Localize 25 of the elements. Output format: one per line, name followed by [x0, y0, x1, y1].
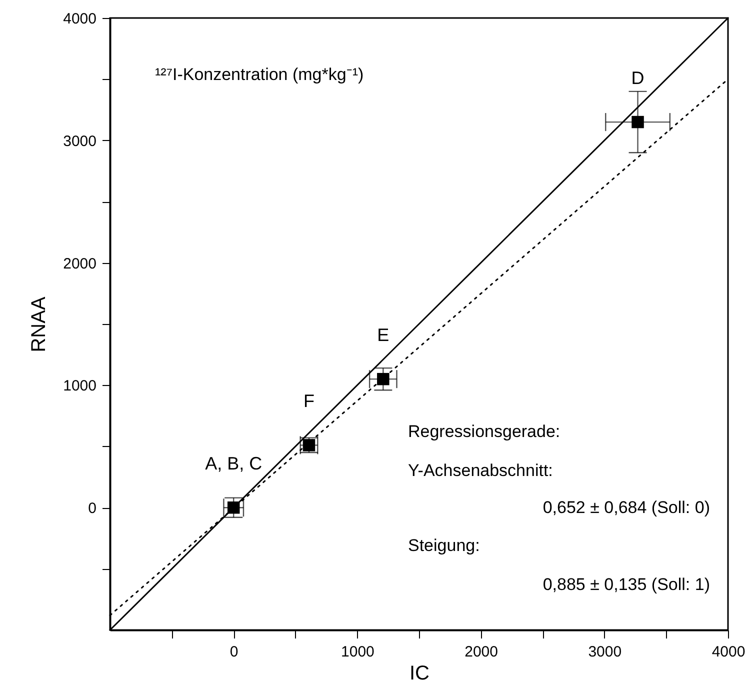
annotation: D: [631, 68, 644, 88]
annotation: E: [377, 325, 390, 346]
x-axis-title: IC: [410, 662, 430, 684]
annotation: 0,652 ± 0,684 (Soll: 0): [542, 498, 710, 517]
annotation: Regressionsgerade:: [408, 422, 560, 441]
y-tick-label: 4000: [63, 10, 96, 28]
annotation: A, B, C: [205, 454, 262, 474]
x-tick-label: 3000: [588, 644, 622, 660]
y-tick-label: 2000: [63, 255, 96, 272]
x-tick-label: 2000: [464, 644, 498, 660]
point: [632, 116, 644, 128]
annotation: ¹²⁷I-Konzentration (mg*kg⁻¹): [155, 65, 364, 84]
y-tick-label: 1000: [63, 378, 96, 395]
y-tick-label: 3000: [63, 132, 96, 150]
x-tick-label: 0: [230, 644, 238, 660]
point: [302, 439, 316, 452]
y-axis-title: RNAA: [28, 296, 50, 352]
x-tick-label: 1000: [341, 644, 374, 660]
annotation: 0,885 ± 0,135 (Soll: 1): [542, 575, 710, 594]
annotation: Steigung:: [408, 536, 480, 555]
point: [377, 372, 390, 386]
y-tick-label: 0: [88, 500, 96, 518]
x-tick-label: 4000: [712, 644, 745, 660]
annotation: F: [303, 391, 314, 412]
annotation: Y-Achsenabschnitt:: [408, 461, 553, 480]
